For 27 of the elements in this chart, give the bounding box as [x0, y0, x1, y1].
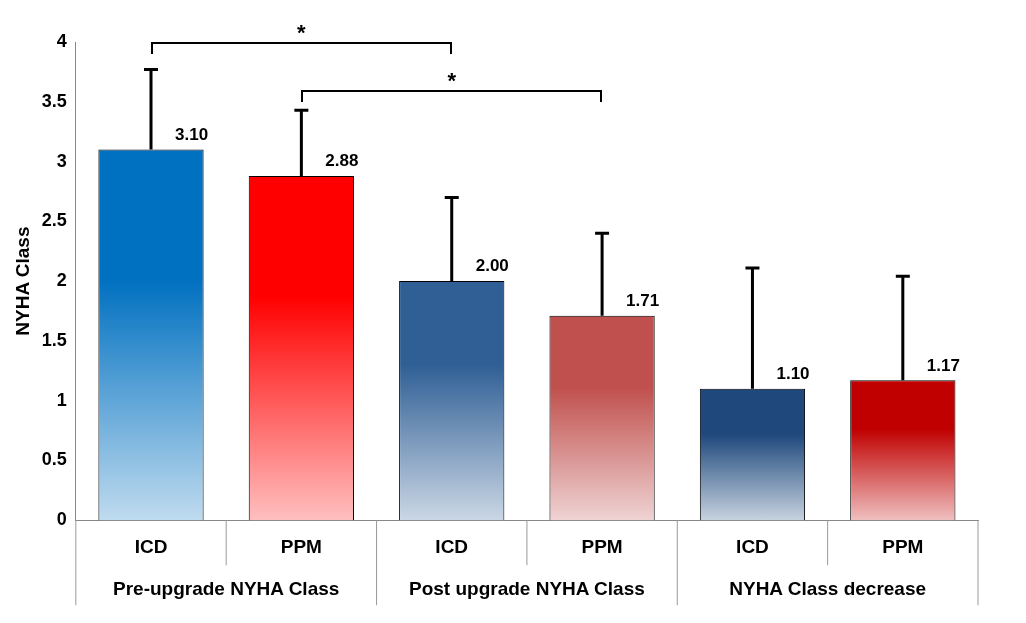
y-tick-label: 2 [56, 270, 67, 291]
y-tick-label: 3.5 [41, 90, 67, 111]
x-tick-label: PPM [882, 535, 924, 557]
x-tick-label: PPM [581, 535, 623, 557]
y-axis-title: NYHA Class [11, 226, 33, 336]
y-tick-label: 1 [56, 389, 67, 410]
data-label: 1.17 [926, 355, 960, 375]
data-label: 1.71 [626, 290, 660, 310]
annotation: * [447, 67, 457, 93]
x-tick-label: PPM [280, 535, 322, 557]
x-tick-label: ICD [134, 535, 168, 557]
y-tick-label: 4 [56, 30, 67, 51]
y-tick-label: 1.5 [41, 329, 67, 350]
annotation: * [297, 20, 307, 46]
text: Pre-upgrade NYHA Class [113, 578, 340, 600]
x-tick-label: ICD [736, 535, 769, 557]
data-label: 3.10 [175, 124, 209, 144]
text: NYHA Class decrease [729, 578, 927, 600]
x-tick-label: ICD [435, 535, 469, 557]
data-label: 2.00 [475, 256, 509, 276]
data-label: 2.88 [325, 151, 359, 171]
text: Post upgrade NYHA Class [409, 578, 645, 600]
y-tick-label: 0 [56, 509, 67, 530]
y-tick-label: 0.5 [41, 449, 67, 470]
y-tick-label: 2.5 [41, 210, 67, 231]
data-label: 1.10 [776, 363, 810, 383]
y-tick-label: 3 [56, 150, 67, 171]
